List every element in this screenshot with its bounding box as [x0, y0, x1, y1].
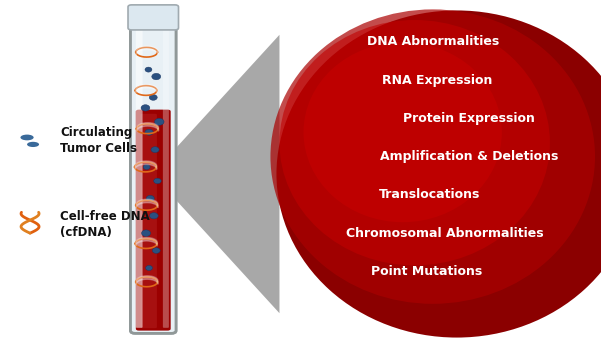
Text: Amplification & Deletions: Amplification & Deletions [380, 150, 558, 163]
Ellipse shape [150, 213, 158, 219]
FancyBboxPatch shape [141, 114, 157, 328]
FancyBboxPatch shape [128, 5, 178, 30]
Ellipse shape [20, 135, 34, 140]
Ellipse shape [141, 230, 151, 236]
Ellipse shape [279, 20, 550, 265]
Ellipse shape [276, 10, 601, 338]
Text: Circulating
Tumor Cells: Circulating Tumor Cells [60, 126, 137, 156]
Text: Protein Expression: Protein Expression [403, 112, 534, 125]
Text: Chromosomal Abnormalities: Chromosomal Abnormalities [346, 227, 543, 240]
Ellipse shape [146, 196, 154, 201]
Text: Translocations: Translocations [379, 188, 480, 201]
Ellipse shape [27, 142, 39, 147]
Ellipse shape [149, 95, 157, 100]
Text: RNA Expression: RNA Expression [382, 73, 493, 87]
Ellipse shape [151, 147, 159, 153]
Ellipse shape [154, 118, 164, 125]
Polygon shape [171, 35, 279, 313]
Ellipse shape [152, 248, 160, 253]
FancyBboxPatch shape [136, 11, 142, 328]
Ellipse shape [141, 105, 150, 111]
Ellipse shape [152, 73, 160, 80]
Ellipse shape [154, 178, 161, 184]
Ellipse shape [145, 67, 152, 72]
Ellipse shape [143, 165, 150, 169]
Text: Cell-free DNA
(cfDNA): Cell-free DNA (cfDNA) [60, 210, 150, 239]
Ellipse shape [304, 42, 502, 222]
Ellipse shape [145, 266, 153, 270]
FancyBboxPatch shape [163, 11, 169, 328]
FancyBboxPatch shape [136, 110, 171, 331]
Text: DNA Abnormalities: DNA Abnormalities [367, 35, 499, 48]
Text: Point Mutations: Point Mutations [371, 265, 483, 278]
Ellipse shape [270, 9, 595, 304]
FancyBboxPatch shape [130, 8, 176, 333]
Ellipse shape [145, 129, 153, 135]
